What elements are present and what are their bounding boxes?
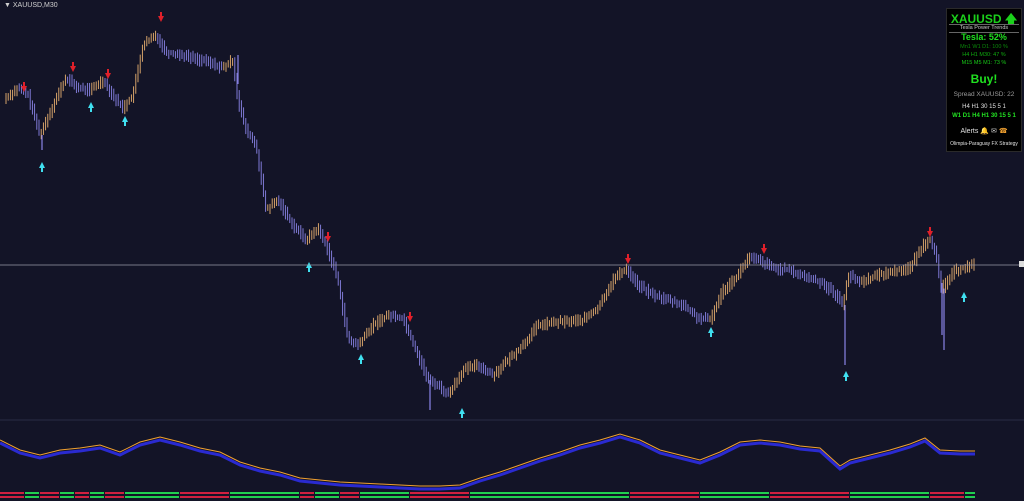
- trend-bar-segment: [300, 496, 314, 498]
- sell-arrow-icon: [105, 69, 111, 79]
- indicator-subtitle: Tesla Power Trends: [959, 25, 1009, 31]
- trend-bar-segment: [125, 492, 179, 494]
- buy-arrow-icon: [708, 327, 714, 337]
- trend-bar-segment: [40, 496, 59, 498]
- trend-bar-segment: [850, 496, 929, 498]
- tesla-percent: Tesla: 52%: [961, 32, 1007, 42]
- trend-bar-segment: [25, 492, 39, 494]
- alerts-row: Alerts 🔔 ✉ ☎: [947, 127, 1021, 135]
- trend-bar-segment: [850, 492, 929, 494]
- price-tag: [1019, 261, 1024, 267]
- up-arrow-icon: 🡅: [1004, 12, 1018, 26]
- phone-icon[interactable]: ☎: [998, 128, 1008, 135]
- title-triangle-icon: ▼: [4, 2, 13, 9]
- alerts-label: Alerts: [960, 128, 979, 135]
- signal-arrows: [21, 12, 967, 418]
- trend-bar-segment: [105, 492, 124, 494]
- trend-bar-segment: [105, 496, 124, 498]
- buy-arrow-icon: [358, 354, 364, 364]
- trend-bar-segment: [630, 496, 699, 498]
- timeframe-row-1: H4 H1 30 15 5 1: [962, 104, 1006, 110]
- trend-bar-segment: [230, 496, 299, 498]
- trend-bar-segment: [700, 496, 769, 498]
- tesla-info-panel: XAUUSD 🡅 Tesla Power Trends Tesla: 52% M…: [946, 8, 1022, 152]
- trend-bar-segment: [965, 496, 975, 498]
- brand-label: Olimpia-Paraguay FX Strategy: [950, 141, 1018, 147]
- trend-bar-segment: [230, 492, 299, 494]
- trend-bar-segment: [300, 492, 314, 494]
- trend-bar-segment: [90, 492, 104, 494]
- trend-bar-segment: [315, 496, 339, 498]
- candlesticks: [5, 30, 975, 410]
- sell-arrow-icon: [927, 227, 933, 237]
- trend-bar-segment: [75, 492, 89, 494]
- trend-bar-segment: [60, 496, 74, 498]
- trend-bar-segment: [75, 496, 89, 498]
- spread-label: Spread XAUUSD: 22: [953, 91, 1015, 98]
- buy-arrow-icon: [39, 162, 45, 172]
- trend-bar-segment: [410, 492, 469, 494]
- strength-row-3: M15 M5 M1: 73 %: [961, 60, 1007, 66]
- trend-bar: [0, 492, 975, 498]
- trend-bar-segment: [630, 492, 699, 494]
- strength-row-2: H4 H1 M30: 47 %: [962, 52, 1006, 58]
- sell-arrow-icon: [70, 62, 76, 72]
- trend-bar-segment: [180, 496, 229, 498]
- buy-arrow-icon: [843, 371, 849, 381]
- buy-arrow-icon: [961, 292, 967, 302]
- trend-bar-segment: [770, 496, 849, 498]
- trend-bar-segment: [410, 496, 469, 498]
- signal-label: Buy!: [970, 72, 998, 86]
- trend-bar-segment: [40, 492, 59, 494]
- sell-arrow-icon: [407, 312, 413, 322]
- trend-bar-segment: [0, 496, 24, 498]
- buy-arrow-icon: [88, 102, 94, 112]
- chart-title: ▼ XAUUSD,M30: [4, 2, 58, 9]
- trend-bar-segment: [340, 492, 359, 494]
- trend-bar-segment: [470, 496, 629, 498]
- trend-bar-segment: [60, 492, 74, 494]
- trend-bar-segment: [25, 496, 39, 498]
- oscillator-blue-line: [0, 435, 975, 491]
- trend-bar-segment: [125, 496, 179, 498]
- trend-bar-segment: [0, 492, 24, 494]
- sell-arrow-icon: [21, 82, 27, 92]
- symbol-label: XAUUSD 🡅: [950, 12, 1018, 26]
- buy-arrow-icon: [122, 116, 128, 126]
- oscillator-orange-line: [0, 433, 975, 487]
- trend-bar-segment: [930, 492, 964, 494]
- trend-bar-segment: [360, 496, 409, 498]
- buy-arrow-icon: [459, 408, 465, 418]
- trend-bar-segment: [315, 492, 339, 494]
- trend-bar-segment: [965, 492, 975, 494]
- trend-bar-segment: [470, 492, 629, 494]
- sell-arrow-icon: [158, 12, 164, 22]
- sell-arrow-icon: [325, 232, 331, 242]
- sell-arrow-icon: [761, 244, 767, 254]
- trend-bar-segment: [360, 492, 409, 494]
- trend-bar-segment: [340, 496, 359, 498]
- trend-bar-segment: [700, 492, 769, 494]
- buy-arrow-icon: [306, 262, 312, 272]
- strength-row-1: Mn1 W1 D1: 100 %: [960, 44, 1008, 50]
- oscillator: [0, 433, 975, 491]
- mail-icon[interactable]: ✉: [990, 128, 997, 135]
- bell-icon[interactable]: 🔔: [980, 128, 990, 135]
- trend-bar-segment: [770, 492, 849, 494]
- timeframe-row-2: W1 D1 H4 H1 30 15 5 1: [952, 113, 1016, 119]
- trend-bar-segment: [90, 496, 104, 498]
- sell-arrow-icon: [625, 254, 631, 264]
- trend-bar-segment: [930, 496, 964, 498]
- trend-bar-segment: [180, 492, 229, 494]
